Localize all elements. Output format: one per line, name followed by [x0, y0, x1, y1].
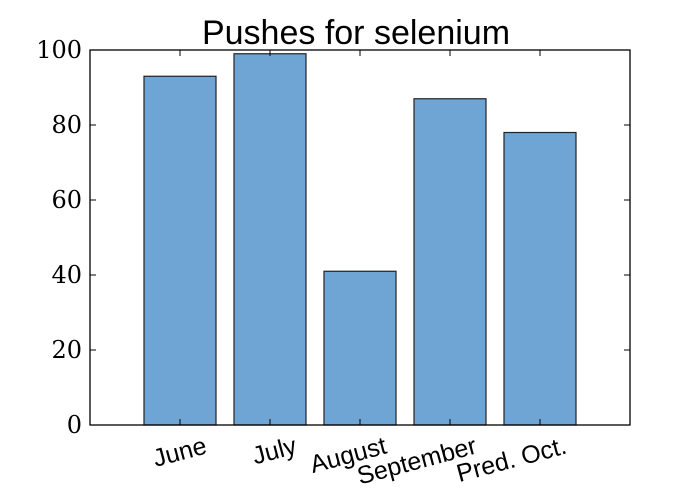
bar-july — [233, 53, 307, 426]
x-tick-label: July — [249, 432, 300, 471]
plot-frame — [89, 49, 631, 426]
bar-pred-oct — [503, 131, 577, 426]
y-tick-label: 100 — [36, 36, 82, 64]
bar-august — [323, 270, 397, 426]
bar-september — [413, 98, 487, 426]
y-tick-label: 80 — [51, 111, 82, 139]
y-tick-label: 0 — [67, 411, 82, 439]
y-tick-label: 20 — [51, 336, 82, 364]
y-tick-label: 60 — [51, 186, 82, 214]
bars-group — [143, 53, 577, 426]
chart-title: Pushes for selenium — [202, 14, 510, 52]
y-tick-label: 40 — [51, 261, 82, 289]
bar-june — [143, 75, 217, 426]
x-tick-label: June — [150, 432, 210, 473]
